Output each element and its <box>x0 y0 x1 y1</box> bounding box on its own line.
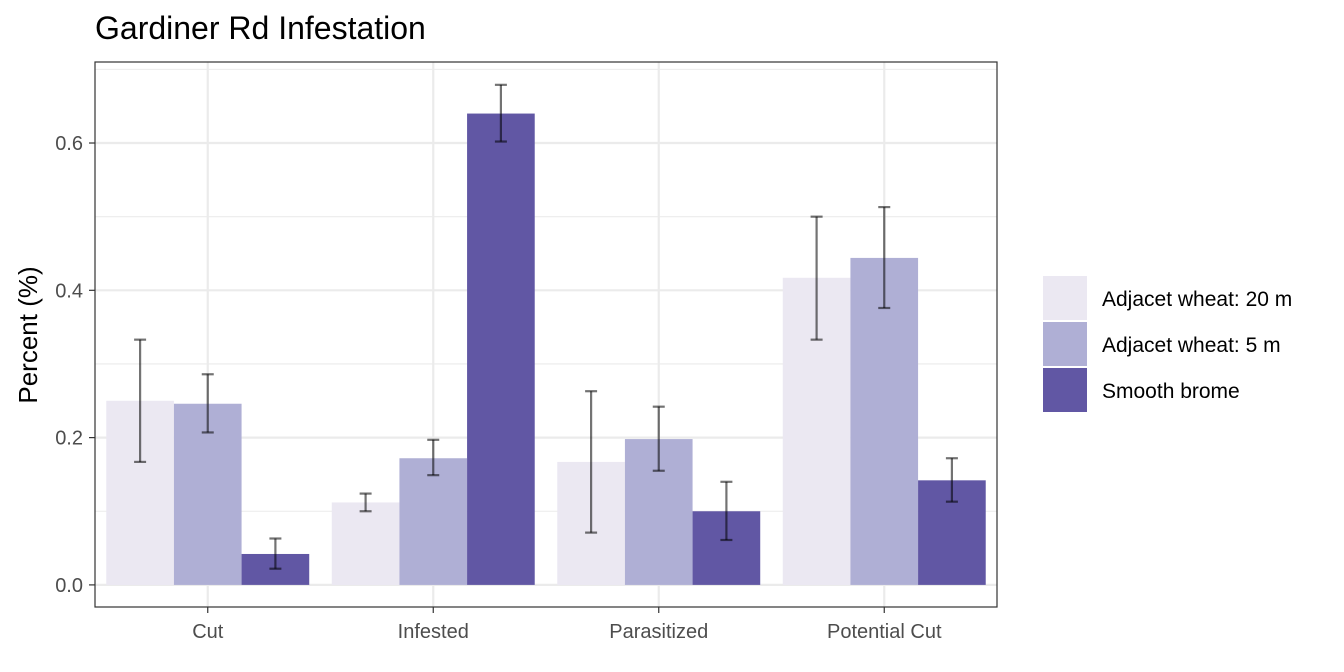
bar <box>173 403 242 585</box>
chart-title: Gardiner Rd Infestation <box>95 10 426 46</box>
x-tick-label: Cut <box>192 621 224 643</box>
x-axis: Cut Infested Parasitized Potential Cut <box>192 607 942 643</box>
legend-label: Smooth brome <box>1102 380 1240 403</box>
error-bar <box>810 215 823 341</box>
x-tick-label: Parasitized <box>609 621 708 643</box>
bars <box>106 113 986 585</box>
plot-border <box>94 61 998 608</box>
error-bar <box>201 373 214 434</box>
bar <box>467 113 535 585</box>
error-bar <box>585 390 598 534</box>
legend: Adjacet wheat: 20 m Adjacet wheat: 5 m Smo… <box>1043 276 1292 412</box>
error-bar <box>494 83 507 143</box>
legend-label: Adjacet wheat: 5 m <box>1102 334 1281 357</box>
y-axis-title: Percent (%) <box>13 266 43 403</box>
error-bar <box>720 480 733 542</box>
error-bar <box>269 537 282 570</box>
legend-label: Adjacet wheat: 20 m <box>1102 288 1292 311</box>
error-bar <box>652 405 665 472</box>
x-tick-label: Infested <box>398 621 469 643</box>
y-tick-label: 0.0 <box>55 575 83 597</box>
legend-key <box>1043 276 1087 320</box>
y-axis: 0.0 0.2 0.4 0.6 <box>55 133 95 597</box>
legend-key <box>1043 322 1087 366</box>
error-bar <box>945 457 958 503</box>
y-tick-label: 0.6 <box>55 133 83 155</box>
error-bar <box>427 438 440 477</box>
y-tick-label: 0.4 <box>55 280 83 302</box>
bar <box>850 257 919 585</box>
error-bar <box>878 205 891 310</box>
legend-key <box>1043 368 1087 412</box>
panel-border <box>94 61 998 608</box>
error-bar <box>359 492 372 513</box>
y-tick-label: 0.2 <box>55 428 83 450</box>
bar <box>399 458 468 585</box>
error-bar <box>134 338 147 464</box>
x-tick-label: Potential Cut <box>827 621 942 643</box>
error-bars <box>134 83 958 570</box>
bar <box>331 502 400 585</box>
